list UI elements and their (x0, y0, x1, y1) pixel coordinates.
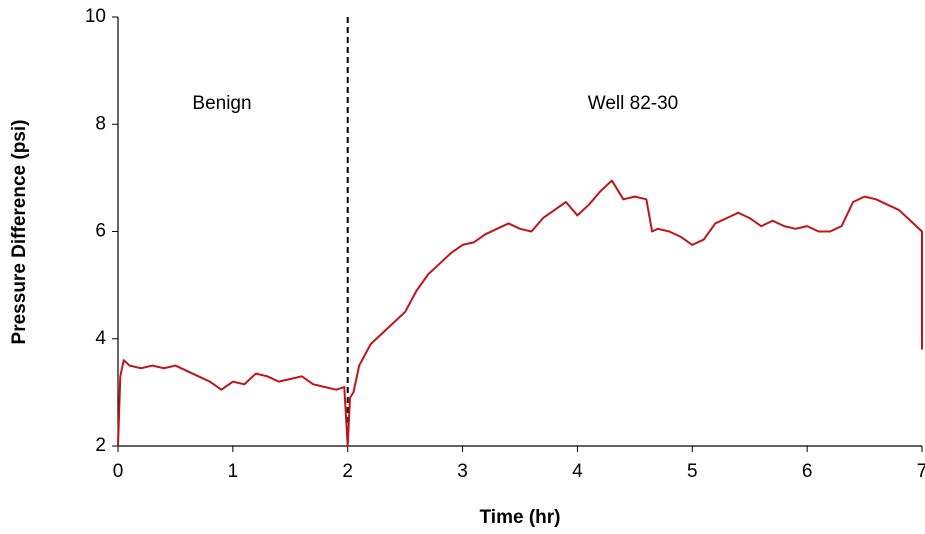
y-axis-title: Pressure Difference (psi) (9, 120, 30, 345)
x-tick-label: 7 (917, 461, 925, 482)
annotation: Benign (192, 93, 251, 114)
x-tick-label: 4 (572, 461, 583, 482)
x-tick-label: 2 (342, 461, 353, 482)
x-tick-label: 5 (687, 461, 698, 482)
y-tick-label: 4 (95, 328, 106, 349)
y-tick-label: 6 (95, 221, 106, 242)
annotation: Well 82-30 (588, 93, 678, 114)
x-tick-label: 3 (457, 461, 468, 482)
y-tick-label: 2 (95, 435, 106, 456)
y-tick-label: 10 (85, 6, 106, 27)
x-axis-title: Time (hr) (480, 507, 561, 528)
x-tick-label: 0 (113, 461, 124, 482)
y-tick-label: 8 (95, 113, 106, 134)
x-tick-label: 1 (228, 461, 239, 482)
x-tick-label: 6 (802, 461, 813, 482)
data-line (117, 179, 923, 447)
